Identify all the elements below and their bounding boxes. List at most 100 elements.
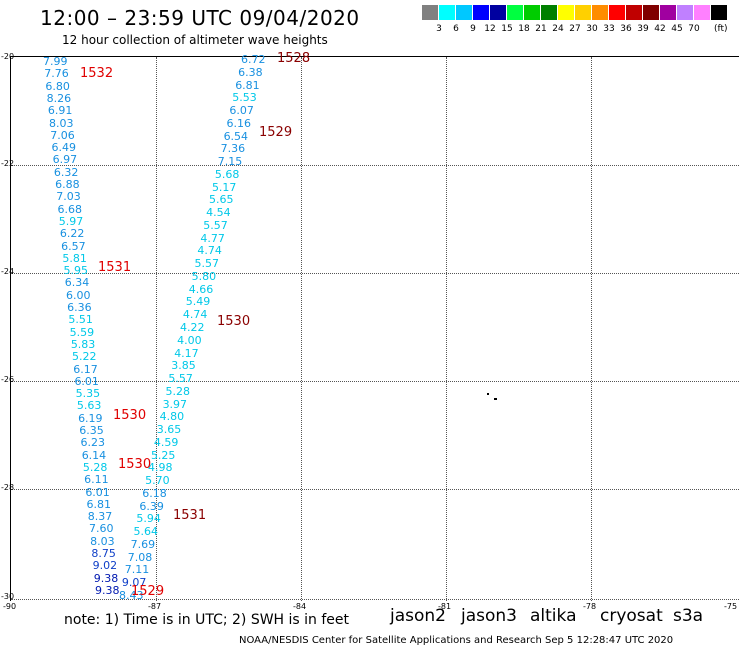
- wave-height-value: 4.80: [159, 410, 185, 424]
- wave-height-value: 7.69: [130, 537, 156, 551]
- wave-height-value: 6.80: [45, 79, 70, 93]
- wave-height-value: 5.57: [168, 372, 193, 386]
- wave-height-value: 4.22: [180, 321, 205, 334]
- color-scale-swatch: [575, 5, 591, 20]
- color-scale-swatch: [609, 5, 625, 20]
- lon-label: -87: [148, 602, 162, 611]
- wave-height-value: 7.06: [50, 128, 75, 142]
- wave-height-value: 6.91: [47, 104, 73, 118]
- color-scale-swatch: [473, 5, 489, 20]
- wave-height-value: 3.65: [156, 423, 182, 437]
- wave-height-value: 6.23: [80, 436, 105, 450]
- wave-height-value: 6.19: [78, 411, 103, 425]
- lat-label: -26: [1, 375, 15, 384]
- lat-label: -24: [1, 267, 15, 276]
- wave-height-value: 4.98: [148, 461, 173, 475]
- wave-height-value: 8.43: [119, 589, 144, 602]
- color-scale-label: 42: [654, 24, 666, 34]
- gridline-lat: [11, 273, 739, 274]
- wave-height-value: 6.32: [53, 165, 79, 179]
- lat-label: -20: [1, 52, 15, 61]
- wave-height-value: 5.59: [69, 325, 95, 339]
- color-scale-swatch: [507, 5, 523, 20]
- wave-height-value: 7.15: [217, 155, 243, 169]
- lon-label: -75: [724, 602, 738, 611]
- wave-height-value: 8.03: [49, 116, 74, 130]
- wave-height-value: 9.38: [95, 584, 120, 597]
- gridline-lon: [301, 57, 302, 601]
- wave-height-value: 6.14: [81, 448, 107, 462]
- wave-height-value: 3.85: [171, 359, 196, 373]
- color-scale-swatch: [626, 5, 642, 20]
- island-marker: [487, 393, 489, 395]
- pass-time-label: 1531: [173, 508, 207, 523]
- color-scale-swatch: [422, 5, 438, 20]
- wave-height-value: 6.81: [86, 497, 112, 511]
- color-scale-label: 15: [501, 24, 513, 34]
- wave-height-value: 4.74: [197, 244, 222, 258]
- wave-height-value: 5.68: [214, 167, 240, 181]
- color-scale-swatch: [456, 5, 472, 20]
- wave-height-value: 6.17: [73, 362, 98, 376]
- satellite-legend-s3a: s3a: [673, 606, 704, 626]
- pass-time-label: 1530: [217, 314, 251, 329]
- wave-height-value: 5.94: [136, 512, 161, 526]
- wave-height-value: 6.18: [142, 486, 167, 500]
- wave-height-value: 5.35: [75, 387, 101, 401]
- wave-height-value: 6.68: [57, 202, 83, 216]
- wave-height-value: 4.66: [188, 282, 214, 296]
- gridline-lat: [11, 489, 739, 490]
- lat-label: -22: [1, 159, 15, 168]
- wave-height-value: 7.11: [124, 563, 150, 577]
- color-scale-label: 36: [620, 24, 632, 34]
- wave-height-value: 9.02: [92, 559, 118, 573]
- wave-height-value: 5.63: [76, 399, 102, 413]
- satellite-legend-cryosat: cryosat: [600, 606, 663, 626]
- color-scale-swatch: [660, 5, 676, 20]
- gridline-lon: [591, 57, 592, 601]
- gridline-lat: [11, 165, 739, 166]
- wave-height-value: 4.17: [174, 346, 199, 360]
- wave-height-value: 6.38: [238, 65, 263, 79]
- color-scale-swatch: [490, 5, 506, 20]
- wave-height-value: 8.37: [87, 510, 113, 524]
- island-marker: [494, 398, 497, 400]
- color-scale-swatch: [711, 5, 727, 20]
- pass-time-label: 1529: [259, 125, 293, 140]
- color-scale-label: 33: [603, 24, 615, 34]
- lon-label: -84: [293, 602, 307, 611]
- wave-height-value: 5.97: [58, 214, 84, 228]
- wave-height-value: 6.22: [59, 227, 85, 241]
- wave-height-value: 7.99: [43, 55, 68, 68]
- wave-height-value: 5.80: [191, 269, 217, 283]
- color-scale-label: 45: [671, 24, 683, 34]
- wave-height-value: 6.81: [235, 78, 260, 92]
- wave-height-value: 5.65: [209, 193, 234, 207]
- wave-height-value: 6.57: [61, 239, 86, 253]
- wave-height-value: 4.77: [200, 231, 225, 245]
- wave-height-value: 8.03: [90, 534, 115, 548]
- wave-height-value: 5.28: [82, 460, 108, 474]
- page-title: 12:00 – 23:59 UTC 09/04/2020: [40, 6, 360, 30]
- color-scale-swatch: [592, 5, 608, 20]
- wave-height-value: 5.95: [63, 264, 89, 278]
- wave-height-value: 6.01: [85, 485, 110, 499]
- wave-height-value: 5.28: [165, 384, 190, 398]
- pass-time-label: 1530: [118, 457, 152, 472]
- wave-height-value: 7.76: [44, 67, 69, 81]
- wave-height-value: 5.83: [70, 337, 96, 351]
- color-scale-swatch: [524, 5, 540, 20]
- wave-height-value: 6.88: [55, 178, 80, 192]
- wave-height-value: 5.25: [150, 448, 176, 462]
- wave-height-value: 9.38: [93, 571, 119, 585]
- page-subtitle: 12 hour collection of altimeter wave hei…: [62, 33, 328, 47]
- wave-height-value: 5.57: [194, 257, 220, 271]
- wave-height-value: 5.81: [62, 251, 87, 265]
- wave-height-value: 7.36: [220, 142, 246, 156]
- wave-height-value: 5.53: [232, 91, 257, 105]
- wave-height-value: 6.01: [74, 374, 99, 388]
- wave-height-value: 6.39: [139, 499, 164, 513]
- footnote: note: 1) Time is in UTC; 2) SWH is in fe…: [64, 612, 350, 628]
- color-scale-swatch: [694, 5, 710, 20]
